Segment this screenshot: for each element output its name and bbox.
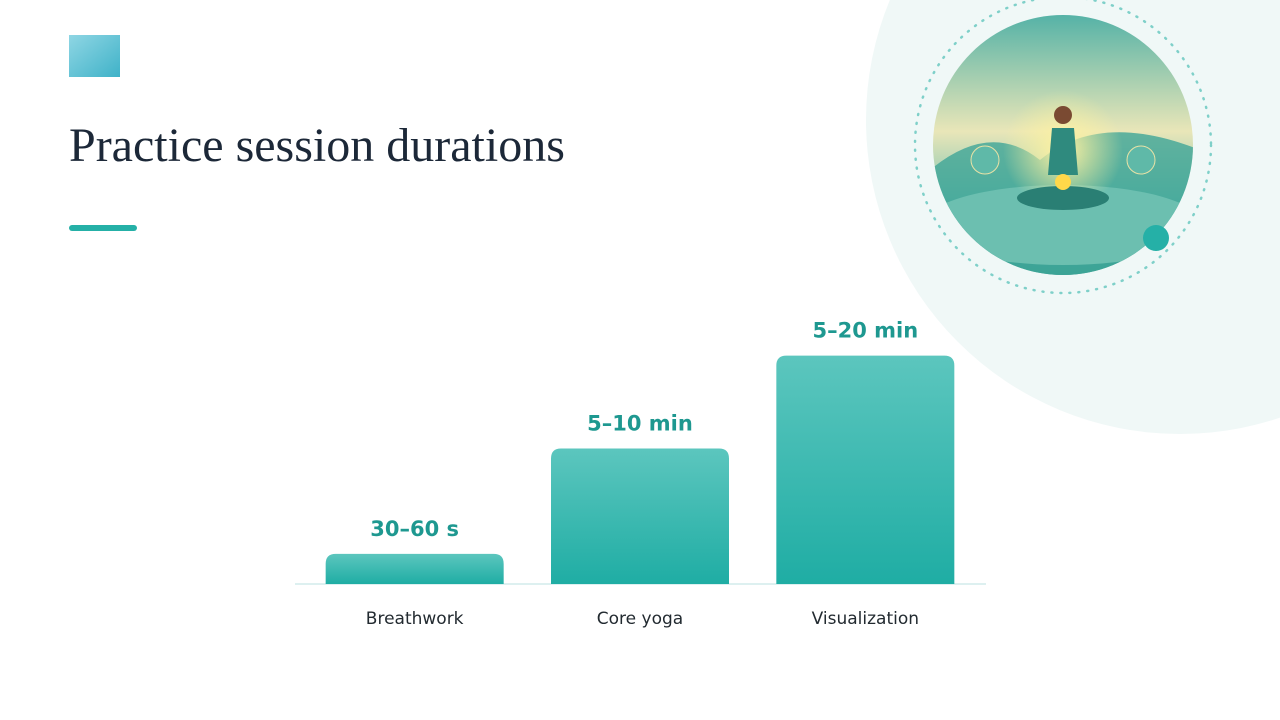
bar — [325, 553, 504, 584]
bar — [551, 448, 729, 584]
category-label: Core yoga — [597, 609, 683, 629]
bar — [776, 355, 955, 584]
title-underline — [69, 225, 137, 231]
slide-title: Practice session durations — [69, 119, 565, 172]
logo-image — [69, 35, 120, 77]
dotted-ring — [913, 0, 1213, 295]
value-label: 5–10 min — [587, 411, 693, 435]
category-label: Visualization — [812, 609, 919, 629]
accent-dot — [1143, 225, 1169, 251]
meditation-image — [933, 15, 1193, 275]
value-label: 30–60 s — [370, 517, 459, 541]
category-label: Breathwork — [366, 609, 464, 629]
value-label: 5–20 min — [812, 319, 918, 343]
